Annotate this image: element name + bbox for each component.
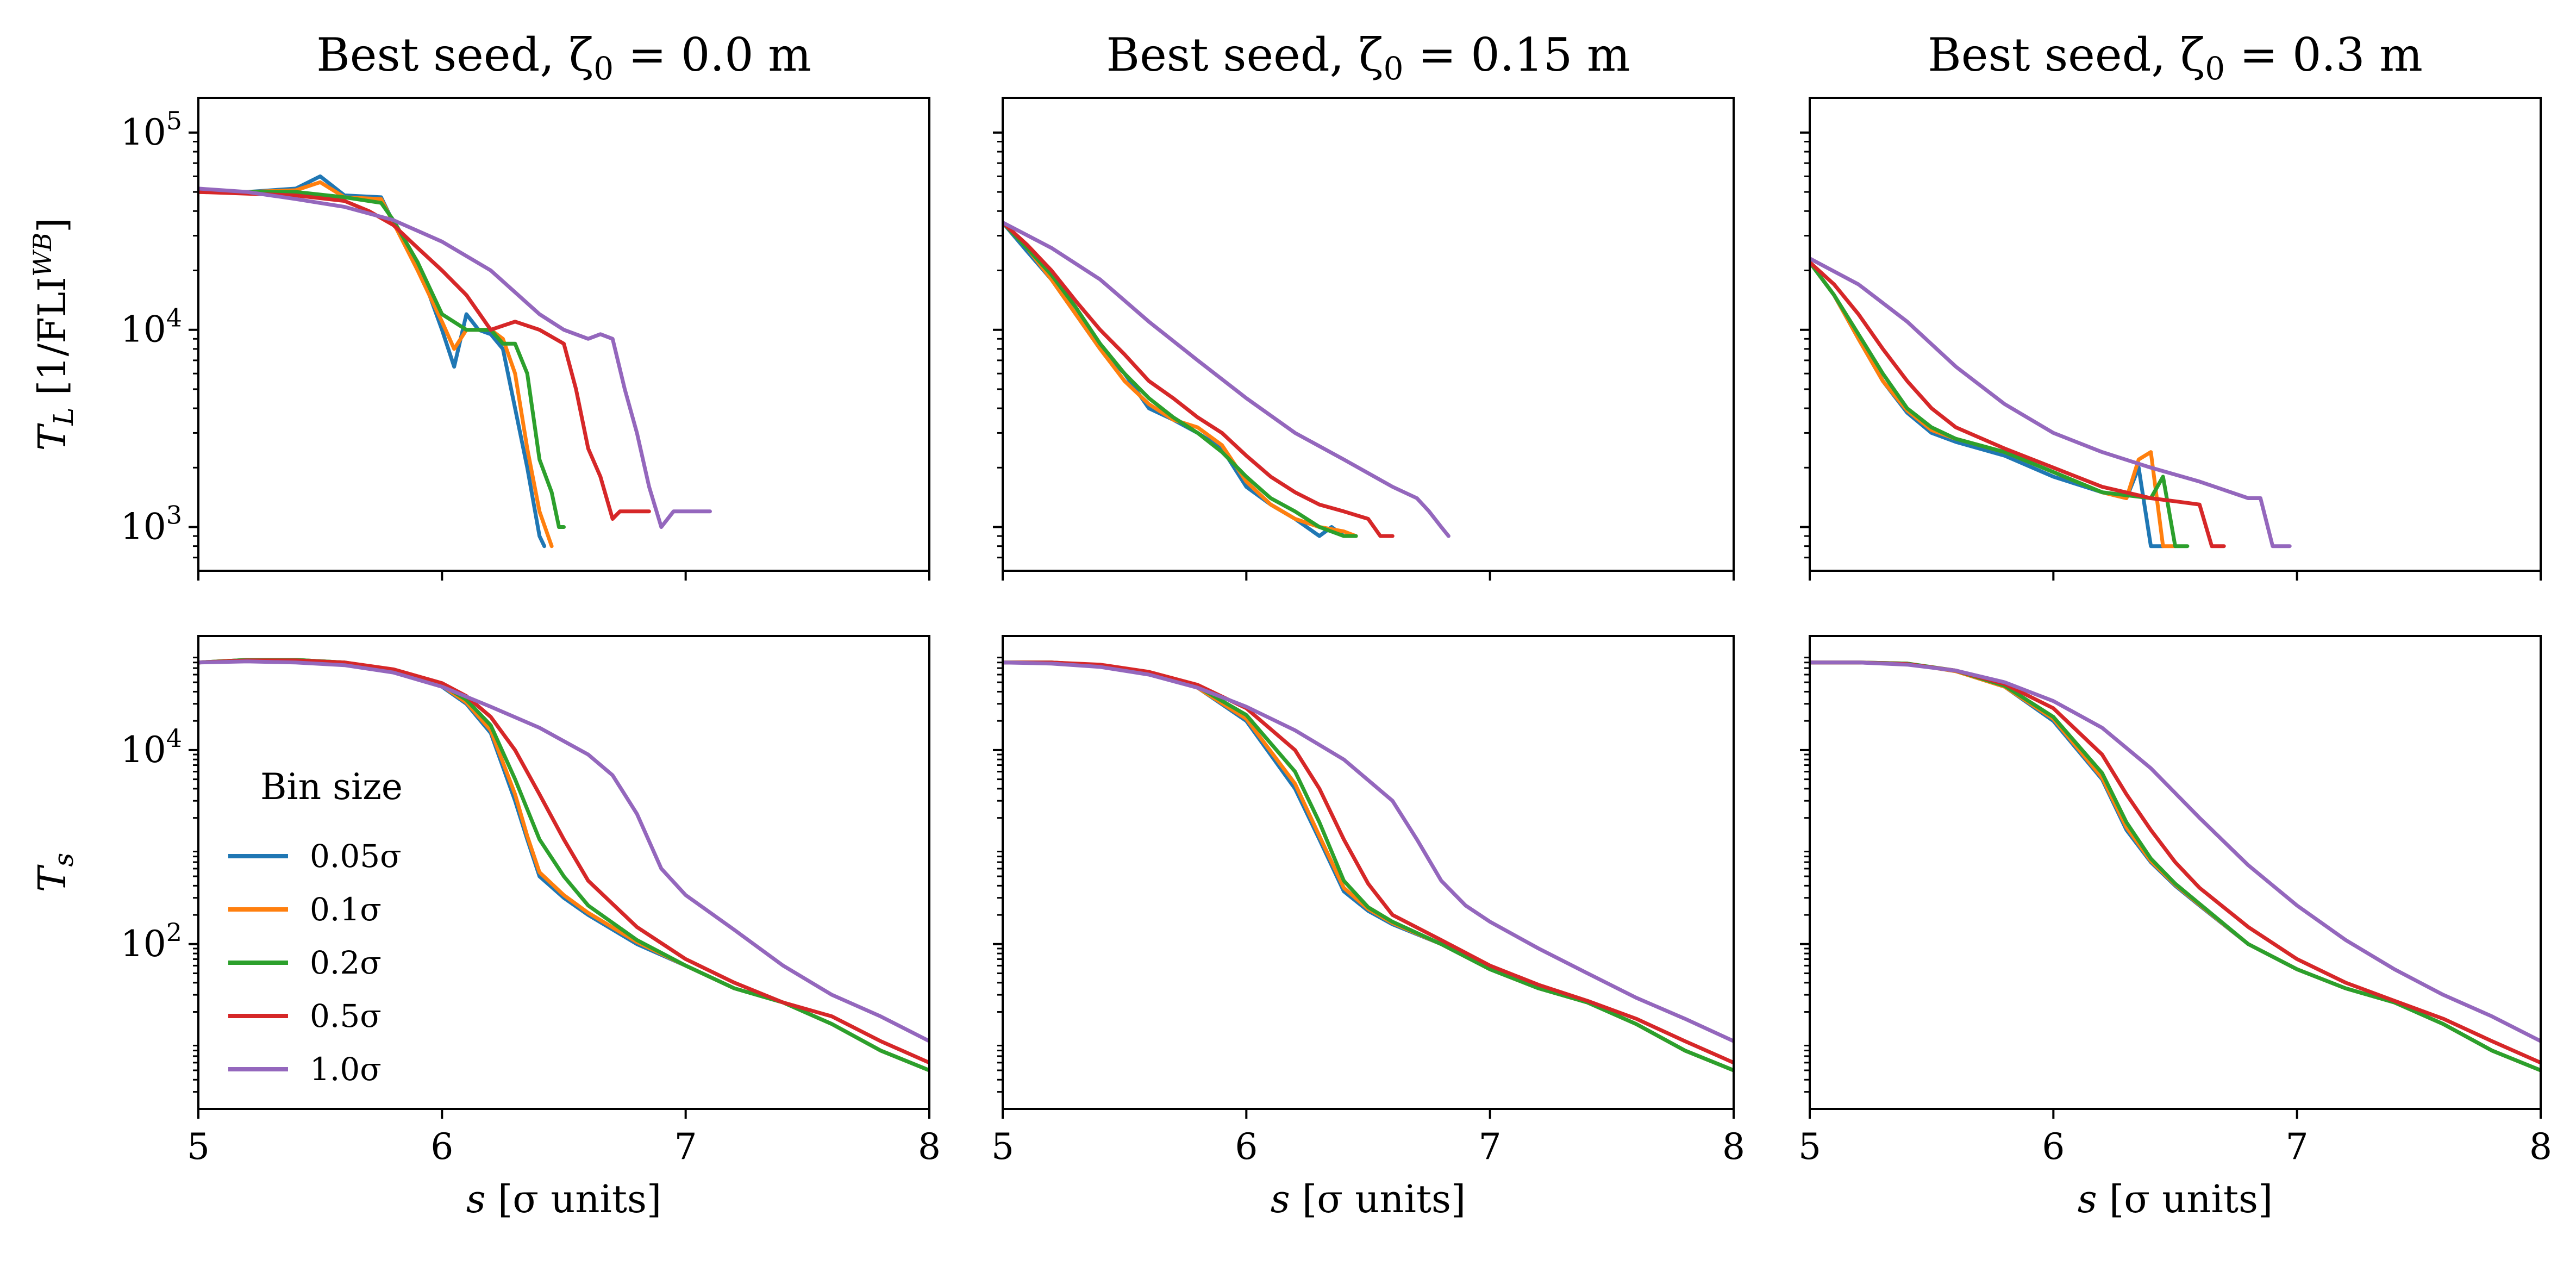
x-tick-label: 6 bbox=[1235, 1126, 1258, 1168]
series-line-0.2sigma bbox=[1003, 220, 1358, 538]
axes-frame bbox=[1809, 635, 2542, 1110]
series-line-0.2sigma bbox=[198, 658, 929, 1073]
legend-label: 0.2σ bbox=[310, 944, 382, 981]
series-line-0.5sigma bbox=[1003, 220, 1395, 538]
series-line-0.5sigma bbox=[198, 190, 651, 521]
panel-bottom-left: 5 6 7 8 102 104 s [σ units] Ts Bin size 0.05σ 0.1σ… bbox=[30, 635, 941, 1221]
x-tick-label: 7 bbox=[674, 1126, 697, 1168]
x-axis-label: s [σ units] bbox=[466, 1177, 661, 1221]
panel-top-left: 103 104 105 Best seed, ζ0 = 0.0 m TL [1/FLIW… bbox=[28, 28, 930, 581]
x-tick-label: 6 bbox=[430, 1126, 453, 1168]
panel-title: Best seed, ζ0 = 0.0 m bbox=[316, 28, 811, 87]
series-group bbox=[198, 174, 712, 548]
x-tick-label: 6 bbox=[2042, 1126, 2065, 1168]
panel-bottom-right: 5 6 7 8 s [σ units] bbox=[1798, 635, 2552, 1221]
panel-title: Best seed, ζ0 = 0.3 m bbox=[1928, 28, 2423, 87]
series-line-0.1sigma bbox=[1810, 660, 2541, 1073]
series-group bbox=[1003, 660, 1734, 1073]
series-line-0.1sigma bbox=[198, 180, 554, 548]
series-line-1.0sigma bbox=[1003, 660, 1734, 1043]
x-tick-label: 8 bbox=[1722, 1126, 1745, 1168]
series-group bbox=[198, 658, 929, 1073]
x-axis-label: s [σ units] bbox=[2078, 1177, 2273, 1221]
legend-title: Bin size bbox=[260, 766, 403, 808]
series-line-0.1sigma bbox=[1003, 220, 1358, 538]
y-tick-label: 104 bbox=[121, 303, 182, 351]
axes-frame bbox=[1809, 97, 2542, 572]
series-group bbox=[1810, 660, 2541, 1073]
series-line-0.5sigma bbox=[1003, 660, 1734, 1065]
y-tick-label: 105 bbox=[121, 106, 182, 153]
series-line-0.1sigma bbox=[198, 658, 929, 1073]
series-group bbox=[1003, 220, 1450, 538]
y-tick-label: 104 bbox=[121, 724, 182, 771]
series-line-0.1sigma bbox=[1003, 660, 1734, 1073]
x-tick-label: 5 bbox=[187, 1126, 210, 1168]
series-line-0.05sigma bbox=[1003, 660, 1734, 1073]
legend-label: 0.5σ bbox=[310, 997, 382, 1034]
panel-top-middle: Best seed, ζ0 = 0.15 m bbox=[993, 28, 1735, 581]
series-line-0.2sigma bbox=[1003, 660, 1734, 1073]
x-axis-label: s [σ units] bbox=[1271, 1177, 1466, 1221]
x-tick-label: 8 bbox=[918, 1126, 941, 1168]
x-tick-label: 7 bbox=[1479, 1126, 1502, 1168]
panel-title: Best seed, ζ0 = 0.15 m bbox=[1106, 28, 1630, 87]
series-line-0.2sigma bbox=[1810, 660, 2541, 1073]
x-tick-label: 7 bbox=[2286, 1126, 2309, 1168]
series-line-0.5sigma bbox=[1810, 260, 2226, 548]
y-tick-label: 103 bbox=[121, 501, 182, 548]
series-line-0.2sigma bbox=[198, 190, 566, 529]
series-line-1.0sigma bbox=[1003, 220, 1450, 538]
series-line-0.5sigma bbox=[198, 658, 929, 1065]
series-line-0.05sigma bbox=[1810, 660, 2541, 1073]
legend-label: 1.0σ bbox=[310, 1051, 382, 1088]
legend-label: 0.1σ bbox=[310, 891, 382, 928]
y-tick-label: 102 bbox=[121, 918, 182, 965]
series-line-0.5sigma bbox=[1810, 660, 2541, 1065]
series-line-0.2sigma bbox=[1810, 260, 2190, 548]
axes-frame bbox=[1002, 635, 1735, 1110]
panel-bottom-middle: 5 6 7 8 s [σ units] bbox=[991, 635, 1745, 1221]
series-line-0.1sigma bbox=[1810, 260, 2177, 548]
panel-top-right: Best seed, ζ0 = 0.3 m bbox=[1800, 28, 2542, 581]
legend-label: 0.05σ bbox=[310, 838, 402, 875]
legend: Bin size 0.05σ 0.1σ 0.2σ 0.5σ 1.0σ bbox=[228, 766, 403, 1088]
axes-frame bbox=[1002, 97, 1735, 572]
x-tick-label: 5 bbox=[991, 1126, 1014, 1168]
series-line-0.05sigma bbox=[1810, 260, 2165, 548]
series-line-0.05sigma bbox=[198, 658, 929, 1073]
axes-frame bbox=[197, 635, 930, 1110]
series-line-1.0sigma bbox=[1810, 660, 2541, 1043]
y-axis-label: Ts bbox=[30, 853, 79, 892]
x-tick-label: 8 bbox=[2529, 1126, 2552, 1168]
y-axis-label: TL [1/FLIWB] bbox=[28, 218, 79, 451]
series-line-1.0sigma bbox=[198, 186, 712, 529]
series-line-0.05sigma bbox=[198, 174, 547, 548]
series-line-1.0sigma bbox=[198, 659, 929, 1043]
series-line-1.0sigma bbox=[1810, 257, 2292, 548]
axes-frame bbox=[197, 97, 930, 572]
series-group bbox=[1810, 257, 2292, 548]
x-tick-label: 5 bbox=[1798, 1126, 1821, 1168]
